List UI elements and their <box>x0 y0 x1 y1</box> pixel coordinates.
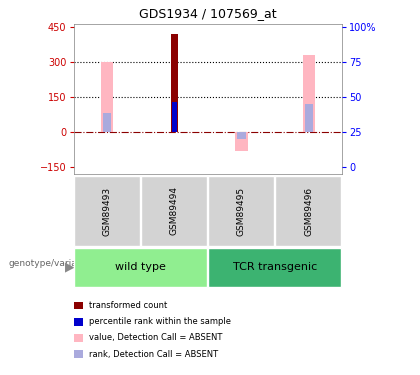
Text: GSM89494: GSM89494 <box>170 186 179 236</box>
Title: GDS1934 / 107569_at: GDS1934 / 107569_at <box>139 8 277 20</box>
Text: ▶: ▶ <box>65 261 75 274</box>
Bar <box>303 55 315 132</box>
Bar <box>103 113 111 132</box>
Text: wild type: wild type <box>115 262 166 272</box>
Text: GSM89493: GSM89493 <box>102 186 112 236</box>
Text: transformed count: transformed count <box>89 301 167 310</box>
Text: rank, Detection Call = ABSENT: rank, Detection Call = ABSENT <box>89 350 218 358</box>
Bar <box>101 62 113 132</box>
Bar <box>304 104 313 132</box>
Bar <box>236 132 247 151</box>
Text: GSM89495: GSM89495 <box>237 186 246 236</box>
Text: TCR transgenic: TCR transgenic <box>233 262 317 272</box>
Bar <box>172 102 177 132</box>
Bar <box>171 34 178 132</box>
Text: value, Detection Call = ABSENT: value, Detection Call = ABSENT <box>89 333 223 342</box>
Text: genotype/variation: genotype/variation <box>8 259 95 268</box>
Text: GSM89496: GSM89496 <box>304 186 313 236</box>
Text: percentile rank within the sample: percentile rank within the sample <box>89 317 231 326</box>
Bar <box>237 132 246 139</box>
